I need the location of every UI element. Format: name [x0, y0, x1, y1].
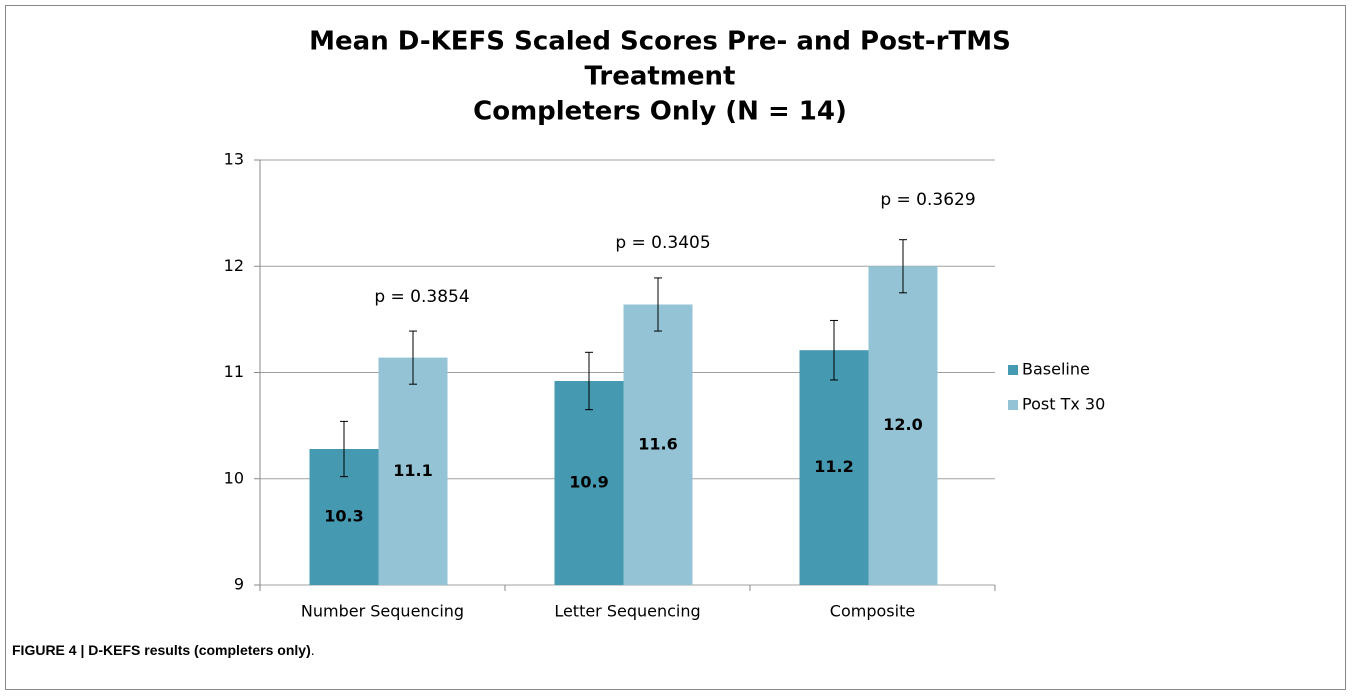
legend-swatch [1008, 400, 1018, 410]
y-tick-label: 11 [224, 362, 244, 381]
annotation: p = 0.3405 [615, 233, 710, 253]
data-label: 11.6 [638, 434, 677, 453]
x-tick-label: Composite [830, 602, 915, 621]
x-tick-label: Number Sequencing [301, 602, 464, 621]
data-label: 11.2 [814, 457, 853, 476]
data-label: 10.3 [324, 507, 363, 526]
chart-title: Mean D-KEFS Scaled Scores Pre- and Post-… [309, 27, 1011, 57]
caption: FIGURE 4 | D-KEFS results (completers on… [12, 642, 315, 658]
y-tick-label: 10 [224, 468, 244, 487]
bar [623, 304, 693, 585]
bar [799, 350, 869, 585]
annotation: p = 0.3629 [880, 190, 975, 210]
bar [554, 381, 624, 585]
annotation: p = 0.3854 [374, 287, 469, 307]
chart-title: Completers Only (N = 14) [473, 97, 847, 127]
data-label: 12.0 [883, 415, 922, 434]
y-tick-label: 12 [224, 256, 244, 275]
caption-text: FIGURE 4 | D-KEFS results (completers on… [12, 642, 311, 658]
legend-label: Post Tx 30 [1022, 395, 1105, 414]
caption-end: . [311, 642, 315, 658]
x-tick-label: Letter Sequencing [554, 602, 700, 621]
legend-swatch [1008, 365, 1018, 375]
chart-title: Treatment [585, 62, 736, 92]
bar [868, 266, 938, 585]
data-label: 10.9 [569, 473, 608, 492]
bar [378, 357, 448, 585]
y-tick-label: 9 [234, 575, 244, 594]
y-tick-label: 13 [224, 150, 244, 169]
data-label: 11.1 [393, 461, 432, 480]
legend-label: Baseline [1022, 360, 1090, 379]
